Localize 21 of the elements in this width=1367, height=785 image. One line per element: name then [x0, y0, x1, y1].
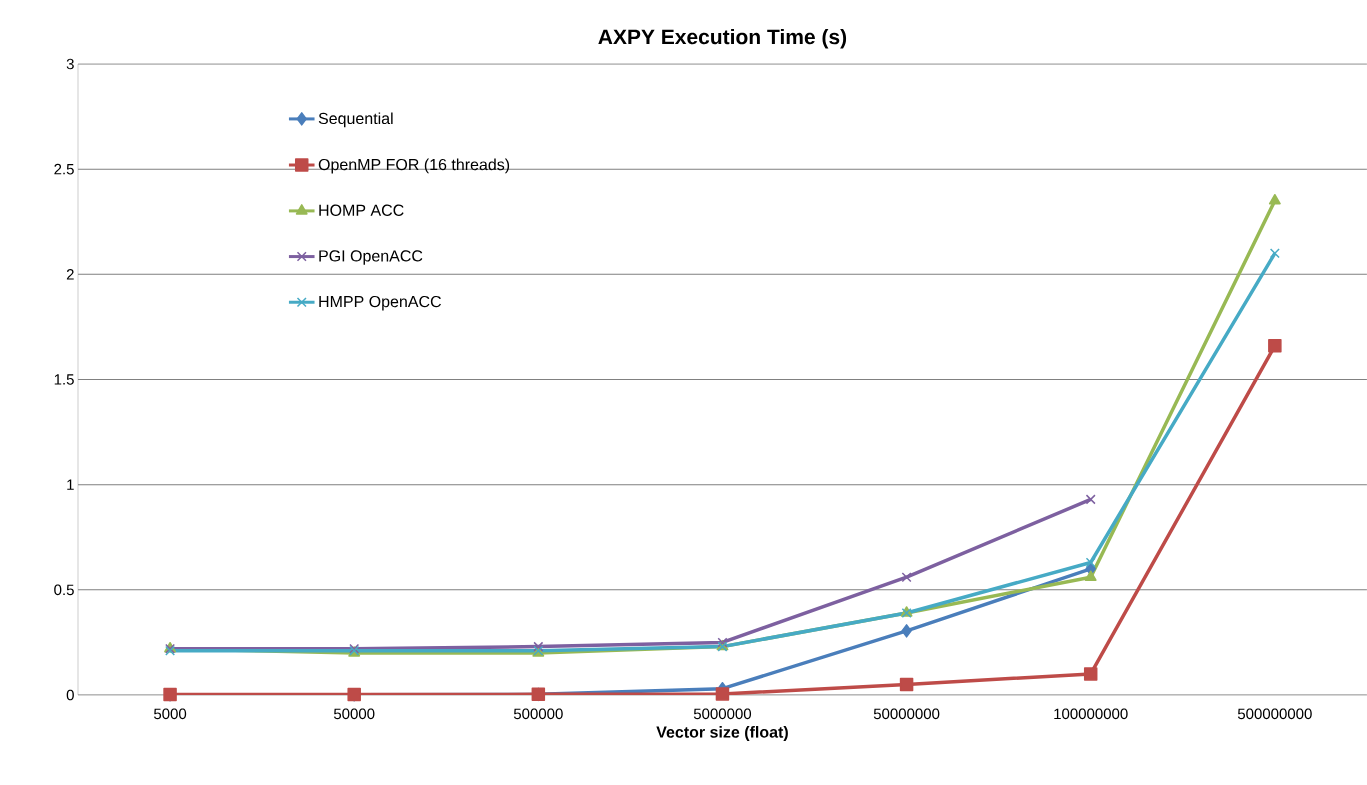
legend-label: Sequential [318, 112, 393, 128]
x-axis-title: Vector size (float) [656, 726, 788, 741]
x-tick-label: 50000000 [873, 708, 940, 720]
legend-label: HMPP OpenACC [319, 295, 441, 311]
y-tick-label: 0.5 [54, 584, 74, 596]
y-tick-label: 3 [66, 58, 74, 70]
legend-label: OpenMP FOR (16 threads) [318, 158, 510, 174]
x-tick-label: 500000 [513, 708, 563, 720]
y-tick-label: 2.5 [54, 163, 74, 175]
y-tick-label: 1 [67, 479, 74, 490]
x-tick-label: 5000000 [693, 708, 752, 720]
chart-title: AXPY Execution Time (s) [598, 28, 847, 49]
y-tick-label: 0 [66, 689, 74, 701]
legend-label: HOMP ACC [319, 204, 404, 216]
x-tick-label: 50000 [333, 708, 375, 720]
x-tick-label: 500000000 [1237, 708, 1312, 720]
x-tick-label: 5000 [153, 708, 187, 720]
x-tick-label: 100000000 [1054, 708, 1128, 720]
legend-label: PGI OpenACC [319, 250, 423, 265]
y-tick-label: 1.5 [54, 374, 74, 385]
y-tick-label: 2 [66, 269, 74, 280]
